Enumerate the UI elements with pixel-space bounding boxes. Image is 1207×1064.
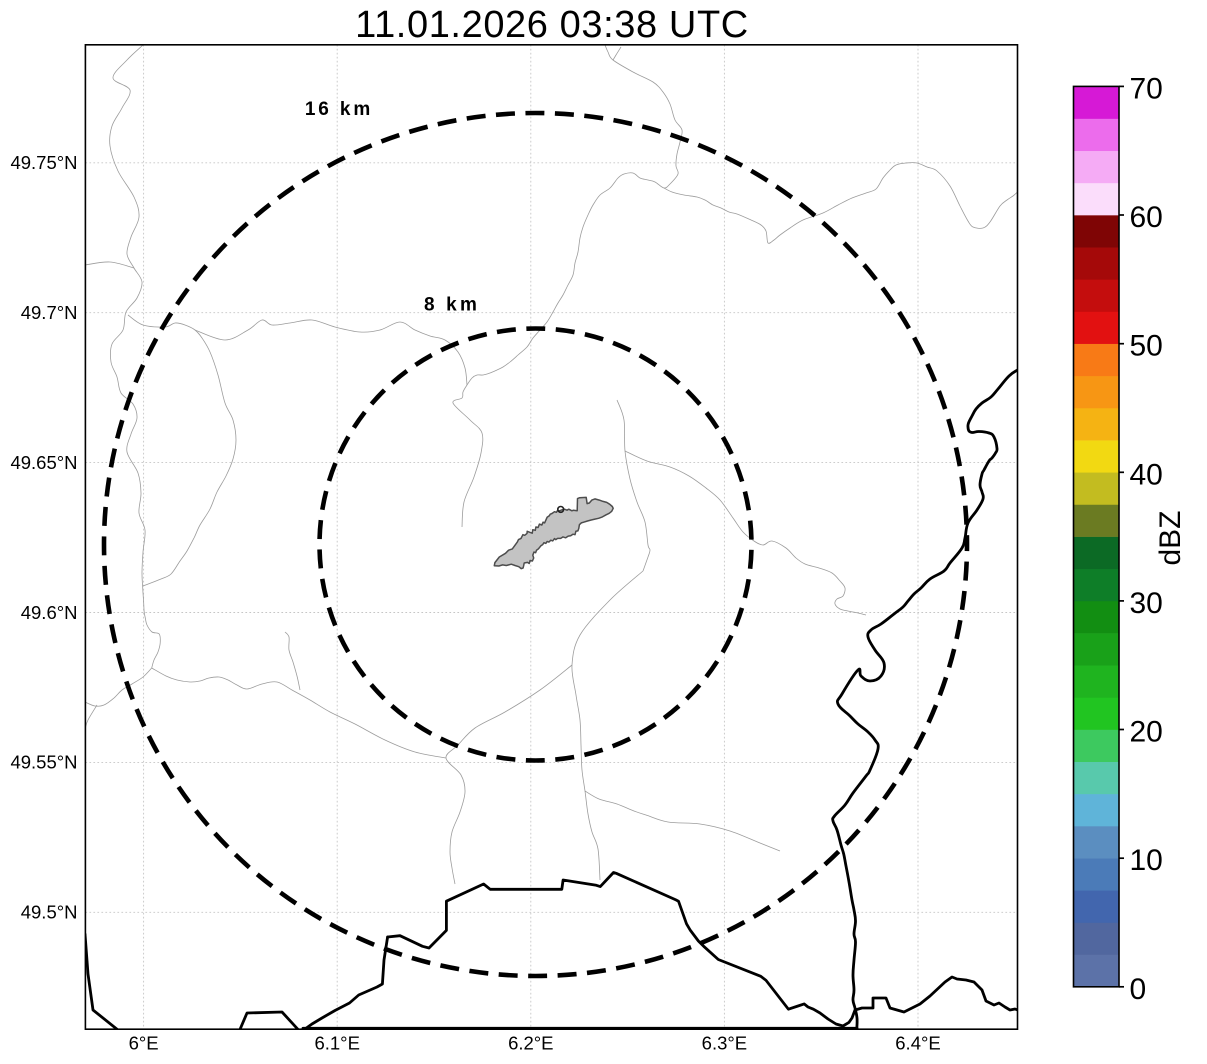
svg-text:49.65°N: 49.65°N — [10, 452, 77, 473]
svg-text:8 km: 8 km — [424, 295, 480, 316]
svg-text:49.6°N: 49.6°N — [21, 602, 78, 623]
svg-text:16 km: 16 km — [305, 99, 373, 120]
svg-text:49.7°N: 49.7°N — [21, 302, 78, 323]
svg-text:20: 20 — [1130, 716, 1163, 749]
svg-text:40: 40 — [1130, 458, 1163, 491]
svg-text:6.3°E: 6.3°E — [702, 1033, 747, 1054]
svg-text:6.4°E: 6.4°E — [895, 1033, 940, 1054]
svg-text:dBZ: dBZ — [1154, 510, 1187, 565]
svg-text:49.75°N: 49.75°N — [10, 152, 77, 173]
svg-text:70: 70 — [1130, 72, 1163, 105]
svg-text:30: 30 — [1130, 587, 1163, 620]
svg-text:6.2°E: 6.2°E — [508, 1033, 553, 1054]
svg-text:50: 50 — [1130, 330, 1163, 363]
svg-text:6°E: 6°E — [129, 1033, 159, 1054]
svg-text:11.01.2026 03:38 UTC: 11.01.2026 03:38 UTC — [355, 4, 749, 46]
svg-text:60: 60 — [1130, 201, 1163, 234]
svg-text:49.5°N: 49.5°N — [21, 902, 78, 923]
svg-text:6.1°E: 6.1°E — [314, 1033, 359, 1054]
svg-text:49.55°N: 49.55°N — [10, 752, 77, 773]
svg-text:0: 0 — [1130, 973, 1147, 1006]
svg-text:10: 10 — [1130, 844, 1163, 877]
